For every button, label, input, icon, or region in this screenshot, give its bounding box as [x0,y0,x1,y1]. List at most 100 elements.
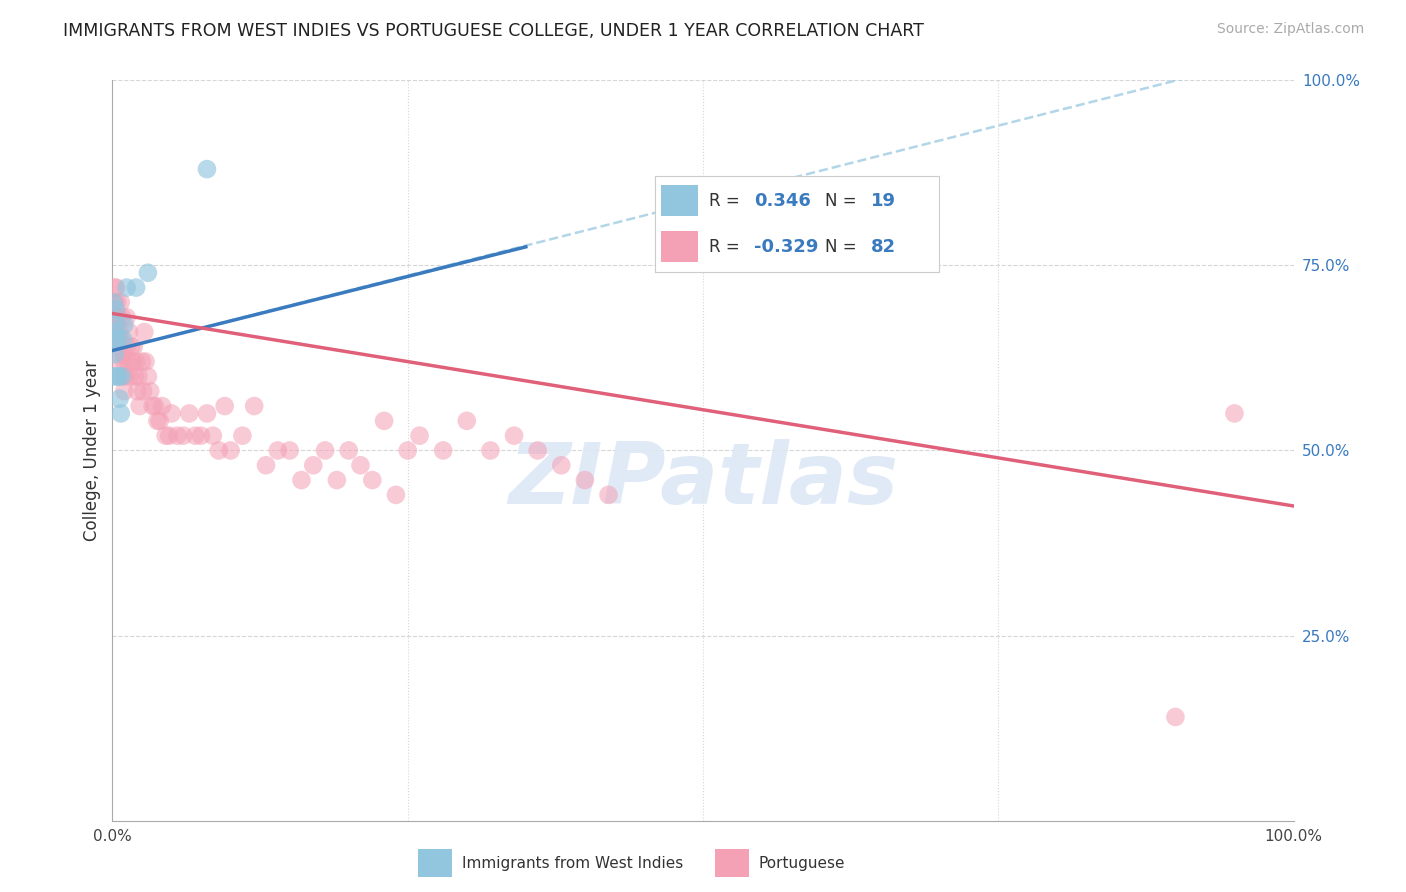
Point [1164,710,1187,724]
Point [111,369,134,384]
Point [103,325,125,339]
Point [103,310,125,325]
Point [112,384,135,399]
Point [149,414,172,428]
Point [195,162,218,177]
Point [114,369,136,384]
Point [110,295,132,310]
Point [278,443,301,458]
Point [195,407,218,421]
Text: Source: ZipAtlas.com: Source: ZipAtlas.com [1216,22,1364,37]
Point [128,399,150,413]
Point [385,488,408,502]
Point [166,428,188,442]
Point [120,340,142,354]
Point [314,443,336,458]
Point [112,347,135,361]
Point [115,340,138,354]
Point [105,369,128,384]
Text: Immigrants from West Indies: Immigrants from West Indies [461,855,683,871]
Point [104,280,127,294]
Point [112,354,135,368]
Point [139,384,162,399]
Text: N =: N = [825,192,862,210]
Point [105,318,128,332]
Point [103,295,125,310]
Point [136,266,159,280]
Point [456,414,478,428]
Point [243,399,266,413]
Point [326,473,349,487]
Point [120,369,142,384]
Point [105,332,128,346]
Point [136,369,159,384]
Point [396,443,419,458]
Point [479,443,502,458]
Point [598,488,620,502]
Point [127,369,149,384]
Text: 19: 19 [870,192,896,210]
Text: IMMIGRANTS FROM WEST INDIES VS PORTUGUESE COLLEGE, UNDER 1 YEAR CORRELATION CHAR: IMMIGRANTS FROM WEST INDIES VS PORTUGUES… [63,22,924,40]
Point [104,347,127,361]
Point [107,340,129,354]
Point [231,428,253,442]
Point [155,428,177,442]
Point [111,310,134,325]
Point [143,399,166,413]
Point [214,399,236,413]
Point [125,354,148,368]
Text: 0.346: 0.346 [755,192,811,210]
Point [122,340,145,354]
Point [179,407,201,421]
Point [107,310,129,325]
Point [110,407,132,421]
Point [503,428,526,442]
Point [124,369,146,384]
FancyBboxPatch shape [661,186,697,216]
Point [108,325,131,339]
Point [125,280,148,294]
Point [105,302,128,317]
Point [110,332,132,346]
Point [118,325,141,339]
Point [172,428,194,442]
Point [105,295,128,310]
Point [115,310,138,325]
Point [131,354,153,368]
Point [373,414,395,428]
Point [208,443,231,458]
Point [349,458,371,473]
Point [1223,407,1246,421]
Point [105,280,128,294]
Point [219,443,242,458]
Text: R =: R = [709,192,745,210]
Text: N =: N = [825,238,862,256]
Point [104,369,127,384]
Text: R =: R = [709,238,745,256]
Point [254,458,277,473]
Point [337,443,360,458]
Point [290,473,312,487]
Point [112,318,135,332]
Point [574,473,596,487]
Point [146,414,169,428]
Point [115,280,138,294]
FancyBboxPatch shape [419,849,453,877]
Point [150,399,173,413]
Point [142,399,165,413]
Point [111,369,134,384]
Y-axis label: College, Under 1 year: College, Under 1 year [83,359,101,541]
Point [121,354,143,368]
Text: 82: 82 [870,238,896,256]
Point [157,428,180,442]
Text: ZIPatlas: ZIPatlas [508,439,898,522]
Point [550,458,572,473]
Point [190,428,212,442]
FancyBboxPatch shape [661,232,697,262]
Text: -0.329: -0.329 [755,238,818,256]
Point [105,310,128,325]
Point [127,384,149,399]
Text: Portuguese: Portuguese [759,855,845,871]
Point [302,458,325,473]
Point [267,443,290,458]
